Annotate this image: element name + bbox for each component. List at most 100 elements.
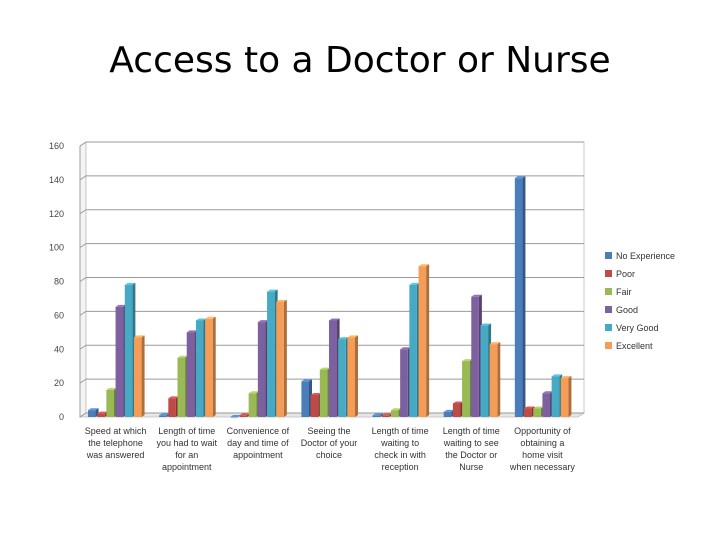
y-tick-label: 0 xyxy=(59,412,64,422)
bar xyxy=(177,355,189,417)
y-tick-label: 120 xyxy=(49,209,64,219)
bar xyxy=(257,320,269,417)
legend-label: Very Good xyxy=(616,323,659,333)
legend-swatch xyxy=(605,324,612,331)
x-axis: Speed at which the telephone was answered L… xyxy=(85,426,576,472)
bar-side xyxy=(568,376,572,417)
bar-front xyxy=(443,411,452,417)
bar-side xyxy=(212,316,216,417)
legend-label: No Experience xyxy=(616,251,675,261)
bar xyxy=(115,304,127,417)
bar-top xyxy=(390,408,402,411)
bar-front xyxy=(159,415,167,417)
bar-top xyxy=(186,330,198,333)
bar-side xyxy=(283,299,287,417)
bar-front xyxy=(267,291,275,417)
bar-side xyxy=(426,264,430,417)
bar-top xyxy=(372,413,384,416)
bar xyxy=(329,318,340,417)
x-category-label: appointment xyxy=(162,462,212,472)
y-tick-label: 140 xyxy=(49,175,64,185)
bar-side xyxy=(497,342,501,417)
x-category-label: Opportunity of xyxy=(514,426,571,436)
legend-swatch xyxy=(605,288,612,295)
x-category-label: Seeing the xyxy=(307,426,350,436)
bar xyxy=(471,294,482,417)
bar-front xyxy=(533,408,541,417)
legend-swatch xyxy=(605,342,612,349)
bar xyxy=(409,282,420,417)
slide-title: Access to a Doctor or Nurse xyxy=(109,40,611,81)
bar xyxy=(443,409,455,417)
x-category-label: day and time of xyxy=(227,438,289,448)
bar xyxy=(168,396,179,417)
bar xyxy=(87,408,99,417)
bar-top xyxy=(168,396,179,399)
bar xyxy=(347,335,358,417)
bar-top xyxy=(452,401,464,404)
bar-front xyxy=(239,415,248,417)
legend-item: Poor xyxy=(605,269,635,279)
bar-top xyxy=(276,299,287,302)
bar-front xyxy=(230,417,238,418)
bar xyxy=(310,392,322,417)
y-tick-label: 60 xyxy=(54,310,64,320)
bar-front xyxy=(542,393,551,417)
bar xyxy=(514,176,526,417)
bar xyxy=(418,264,430,417)
bar-top xyxy=(319,367,331,370)
legend-label: Fair xyxy=(616,287,632,297)
legend: No Experience Poor Fair Good Very Good Excell… xyxy=(605,251,675,351)
bar-front xyxy=(177,357,186,417)
bar-front xyxy=(400,349,408,417)
bar-top xyxy=(124,282,136,285)
bar-top xyxy=(115,304,127,307)
gridline xyxy=(79,141,584,147)
bar xyxy=(551,374,563,417)
bar xyxy=(301,379,312,417)
bar xyxy=(560,376,572,417)
bar-front xyxy=(418,266,427,417)
bar-front xyxy=(276,301,284,417)
bar-top xyxy=(248,391,260,394)
gridline xyxy=(79,243,584,248)
legend-item: Good xyxy=(605,305,638,315)
bar-top xyxy=(480,323,492,326)
bar-front xyxy=(381,415,390,417)
bar-top xyxy=(338,337,349,340)
gridline xyxy=(79,277,584,282)
legend-swatch xyxy=(605,252,612,259)
bar-front xyxy=(186,332,195,417)
bar-front xyxy=(133,337,142,417)
bar-top xyxy=(489,342,501,345)
x-category-label: waiting to see xyxy=(443,438,499,448)
bar xyxy=(452,401,464,417)
bar-front xyxy=(524,408,532,417)
bar xyxy=(230,415,241,418)
bar-top xyxy=(230,415,241,417)
y-tick-label: 80 xyxy=(54,277,64,287)
bar-front xyxy=(390,410,399,417)
bar-top xyxy=(400,347,411,350)
x-category-label: obtaining a xyxy=(520,438,564,448)
bar-top xyxy=(159,413,170,416)
bar-front xyxy=(551,376,560,417)
bar-front xyxy=(480,325,489,417)
x-category-label: Nurse xyxy=(459,462,483,472)
y-tick-label: 100 xyxy=(49,243,64,253)
legend-item: Very Good xyxy=(605,323,659,333)
bar-side xyxy=(141,335,145,417)
bar-top xyxy=(418,264,430,267)
bar xyxy=(542,391,554,417)
gridline xyxy=(79,175,584,181)
x-category-label: Speed at which xyxy=(85,426,147,436)
bar-front xyxy=(338,339,346,417)
x-category-label: check in with xyxy=(374,450,426,460)
bar-front xyxy=(347,337,355,417)
bar xyxy=(186,330,198,417)
bar xyxy=(372,413,384,417)
legend-item: Excellent xyxy=(605,341,653,351)
x-category-label: the telephone xyxy=(88,438,143,448)
bar xyxy=(462,359,473,417)
bar-front xyxy=(462,361,470,417)
